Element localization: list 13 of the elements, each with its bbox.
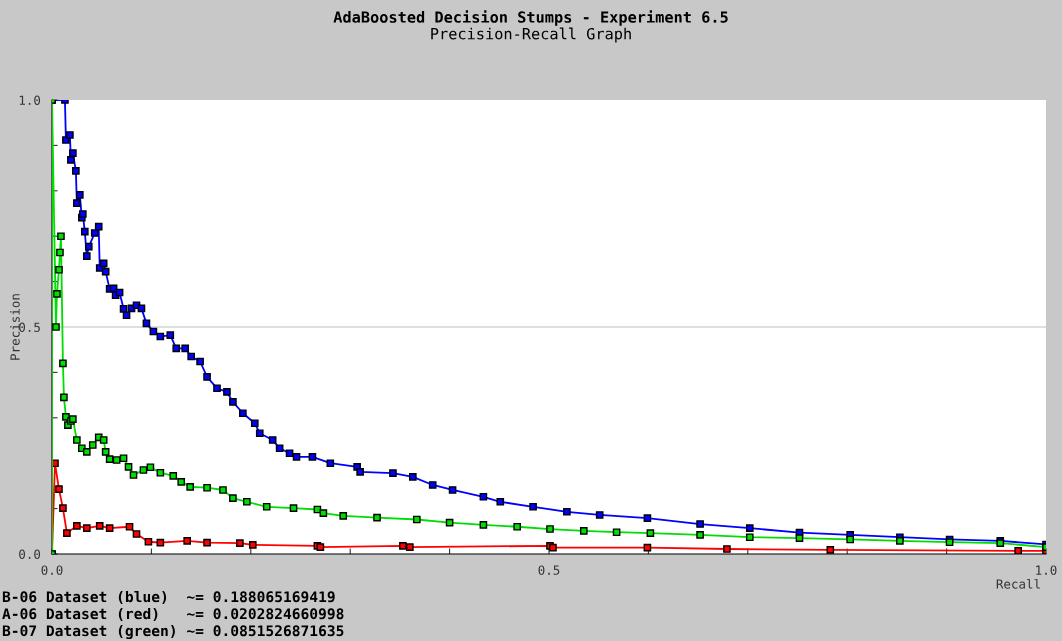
y-tick-label: 0.5 — [19, 322, 40, 332]
x-tick-label: 0.5 — [538, 565, 560, 575]
x-tick-label: 1.0 — [1036, 565, 1057, 575]
y-axis-title: Precision — [10, 294, 20, 360]
chart-title: AdaBoosted Decision Stumps - Experiment 6.5 — [333, 10, 728, 26]
x-axis-title: Recall — [996, 578, 1040, 589]
y-tick-label: 0.0 — [19, 549, 41, 559]
text: B-07 Dataset (green) ~= 0.0851526871635 — [2, 624, 344, 640]
text: A-06 Dataset (red) ~= 0.0202824660998 — [2, 607, 344, 621]
chart-subtitle: Precision-Recall Graph — [431, 27, 631, 43]
x-tick-label: 0.0 — [41, 565, 63, 575]
y-tick-label: 1.0 — [19, 95, 41, 105]
text: B-06 Dataset (blue) ~= 0.188065169419 — [2, 590, 335, 604]
